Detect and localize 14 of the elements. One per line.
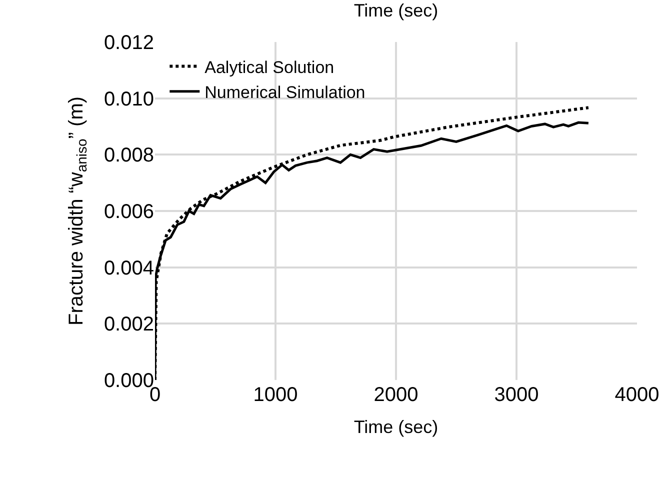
x-tick-label: 3000 <box>494 384 539 406</box>
y-tick-label: 0.004 <box>104 257 154 280</box>
y-tick-label: 0.010 <box>104 88 154 110</box>
y-tick-label: 0.006 <box>104 201 154 223</box>
legend-label: Numerical Simulation <box>204 83 366 102</box>
chart-title: Time (sec) <box>354 0 438 21</box>
x-axis-title: Time (sec) <box>354 417 438 438</box>
y-tick-label: 0.012 <box>104 32 154 54</box>
y-tick-label: 0.008 <box>104 144 154 167</box>
x-tick-label: 4000 <box>614 384 660 406</box>
x-tick-label: 1000 <box>253 384 298 406</box>
x-tick-label: 2000 <box>374 384 418 406</box>
y-tick-label: 0.002 <box>104 314 154 336</box>
legend-label: Aalytical Solution <box>204 58 334 77</box>
